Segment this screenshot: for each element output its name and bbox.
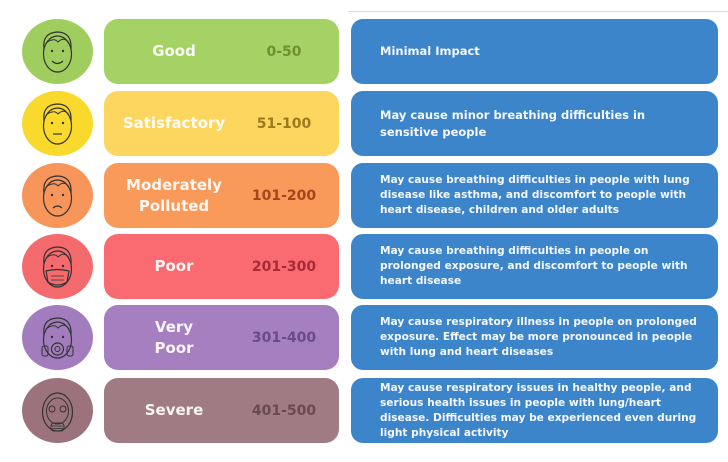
description-line: disease like asthma, and discomfort to p…	[380, 189, 687, 201]
category-name: Moderately Polluted	[104, 163, 244, 228]
description-line: heart disease, children and older adults	[380, 204, 620, 216]
aqi-range: 101-200	[251, 187, 317, 204]
frowning-face-icon	[42, 175, 73, 217]
smiling-face-icon	[42, 31, 73, 73]
face-with-respirator-icon	[41, 317, 74, 359]
description-line: May cause breathing difficulties in peop…	[380, 174, 690, 186]
category-pill: Very Poor 301-400	[104, 305, 339, 370]
description-line: prolonged exposure, and discomfort to pe…	[380, 260, 688, 272]
health-impact-box: May cause breathing difficulties in peop…	[351, 234, 718, 299]
description-line: serious health issues in people with lun…	[380, 396, 661, 409]
category-pill: Satisfactory 51-100	[104, 91, 339, 156]
category-name: Poor	[104, 234, 244, 299]
description-line: Minimal Impact	[380, 44, 480, 58]
category-label: Severe	[144, 401, 204, 419]
face-badge	[22, 234, 93, 299]
aqi-row: Moderately Polluted 101-200 May cause bre…	[0, 163, 728, 228]
face-badge	[22, 305, 93, 370]
aqi-row: Very Poor 301-400 May cause respiratory i…	[0, 305, 728, 370]
face-badge	[22, 378, 93, 443]
category-pill: Poor 201-300	[104, 234, 339, 299]
aqi-range: 0-50	[266, 43, 302, 60]
aqi-row: Poor 201-300 May cause breathing difficu…	[0, 234, 728, 299]
description-line: sensitive people	[380, 124, 487, 139]
category-label: Poor	[154, 338, 194, 357]
category-label: Satisfactory	[122, 114, 226, 132]
face-badge	[22, 91, 93, 156]
face-badge	[22, 163, 93, 228]
aqi-range: 301-400	[251, 329, 317, 346]
divider-line	[348, 11, 728, 12]
aqi-row: Good 0-50 Minimal Impact	[0, 19, 728, 84]
health-impact-box: May cause respiratory issues in healthy …	[351, 378, 718, 443]
neutral-face-icon	[42, 103, 73, 145]
category-label: Poor	[154, 257, 194, 275]
description-line: May cause breathing difficulties in peop…	[380, 245, 649, 257]
description-line: disease. Difficulties may be experienced…	[380, 411, 697, 424]
health-impact-box: May cause respiratory illness in people …	[351, 305, 718, 370]
category-name: Good	[104, 19, 244, 84]
description-line: May cause minor breathing difficulties i…	[380, 107, 646, 122]
category-label: Good	[152, 42, 196, 60]
description-line: heart disease	[380, 275, 462, 287]
health-impact-box: Minimal Impact	[351, 19, 718, 84]
category-name: Severe	[104, 378, 244, 443]
category-pill: Moderately Polluted 101-200	[104, 163, 339, 228]
category-label: Polluted	[138, 196, 210, 215]
description-line: exposure. Effect may be more pronounced …	[380, 331, 693, 343]
category-pill: Severe 401-500	[104, 378, 339, 443]
category-label: Very	[154, 317, 194, 336]
face-with-mask-icon	[42, 246, 73, 288]
aqi-range: 401-500	[251, 402, 317, 419]
category-name: Very Poor	[104, 305, 244, 370]
aqi-row: Satisfactory 51-100 May cause minor brea…	[0, 91, 728, 156]
aqi-range: 201-300	[251, 258, 317, 275]
description-line: May cause respiratory illness in people …	[380, 316, 697, 328]
health-impact-box: May cause breathing difficulties in peop…	[351, 163, 718, 228]
description-line: May cause respiratory issues in healthy …	[380, 381, 692, 394]
category-pill: Good 0-50	[104, 19, 339, 84]
category-label: Moderately	[126, 175, 222, 194]
description-line: light physical activity	[380, 426, 509, 439]
category-name: Satisfactory	[104, 91, 244, 156]
aqi-row: Severe 401-500 May cause respiratory iss…	[0, 378, 728, 443]
gas-mask-icon	[41, 392, 74, 432]
aqi-range: 51-100	[256, 115, 312, 132]
face-badge	[22, 19, 93, 84]
health-impact-box: May cause minor breathing difficulties i…	[351, 91, 718, 156]
description-line: with lung and heart diseases	[380, 346, 554, 358]
